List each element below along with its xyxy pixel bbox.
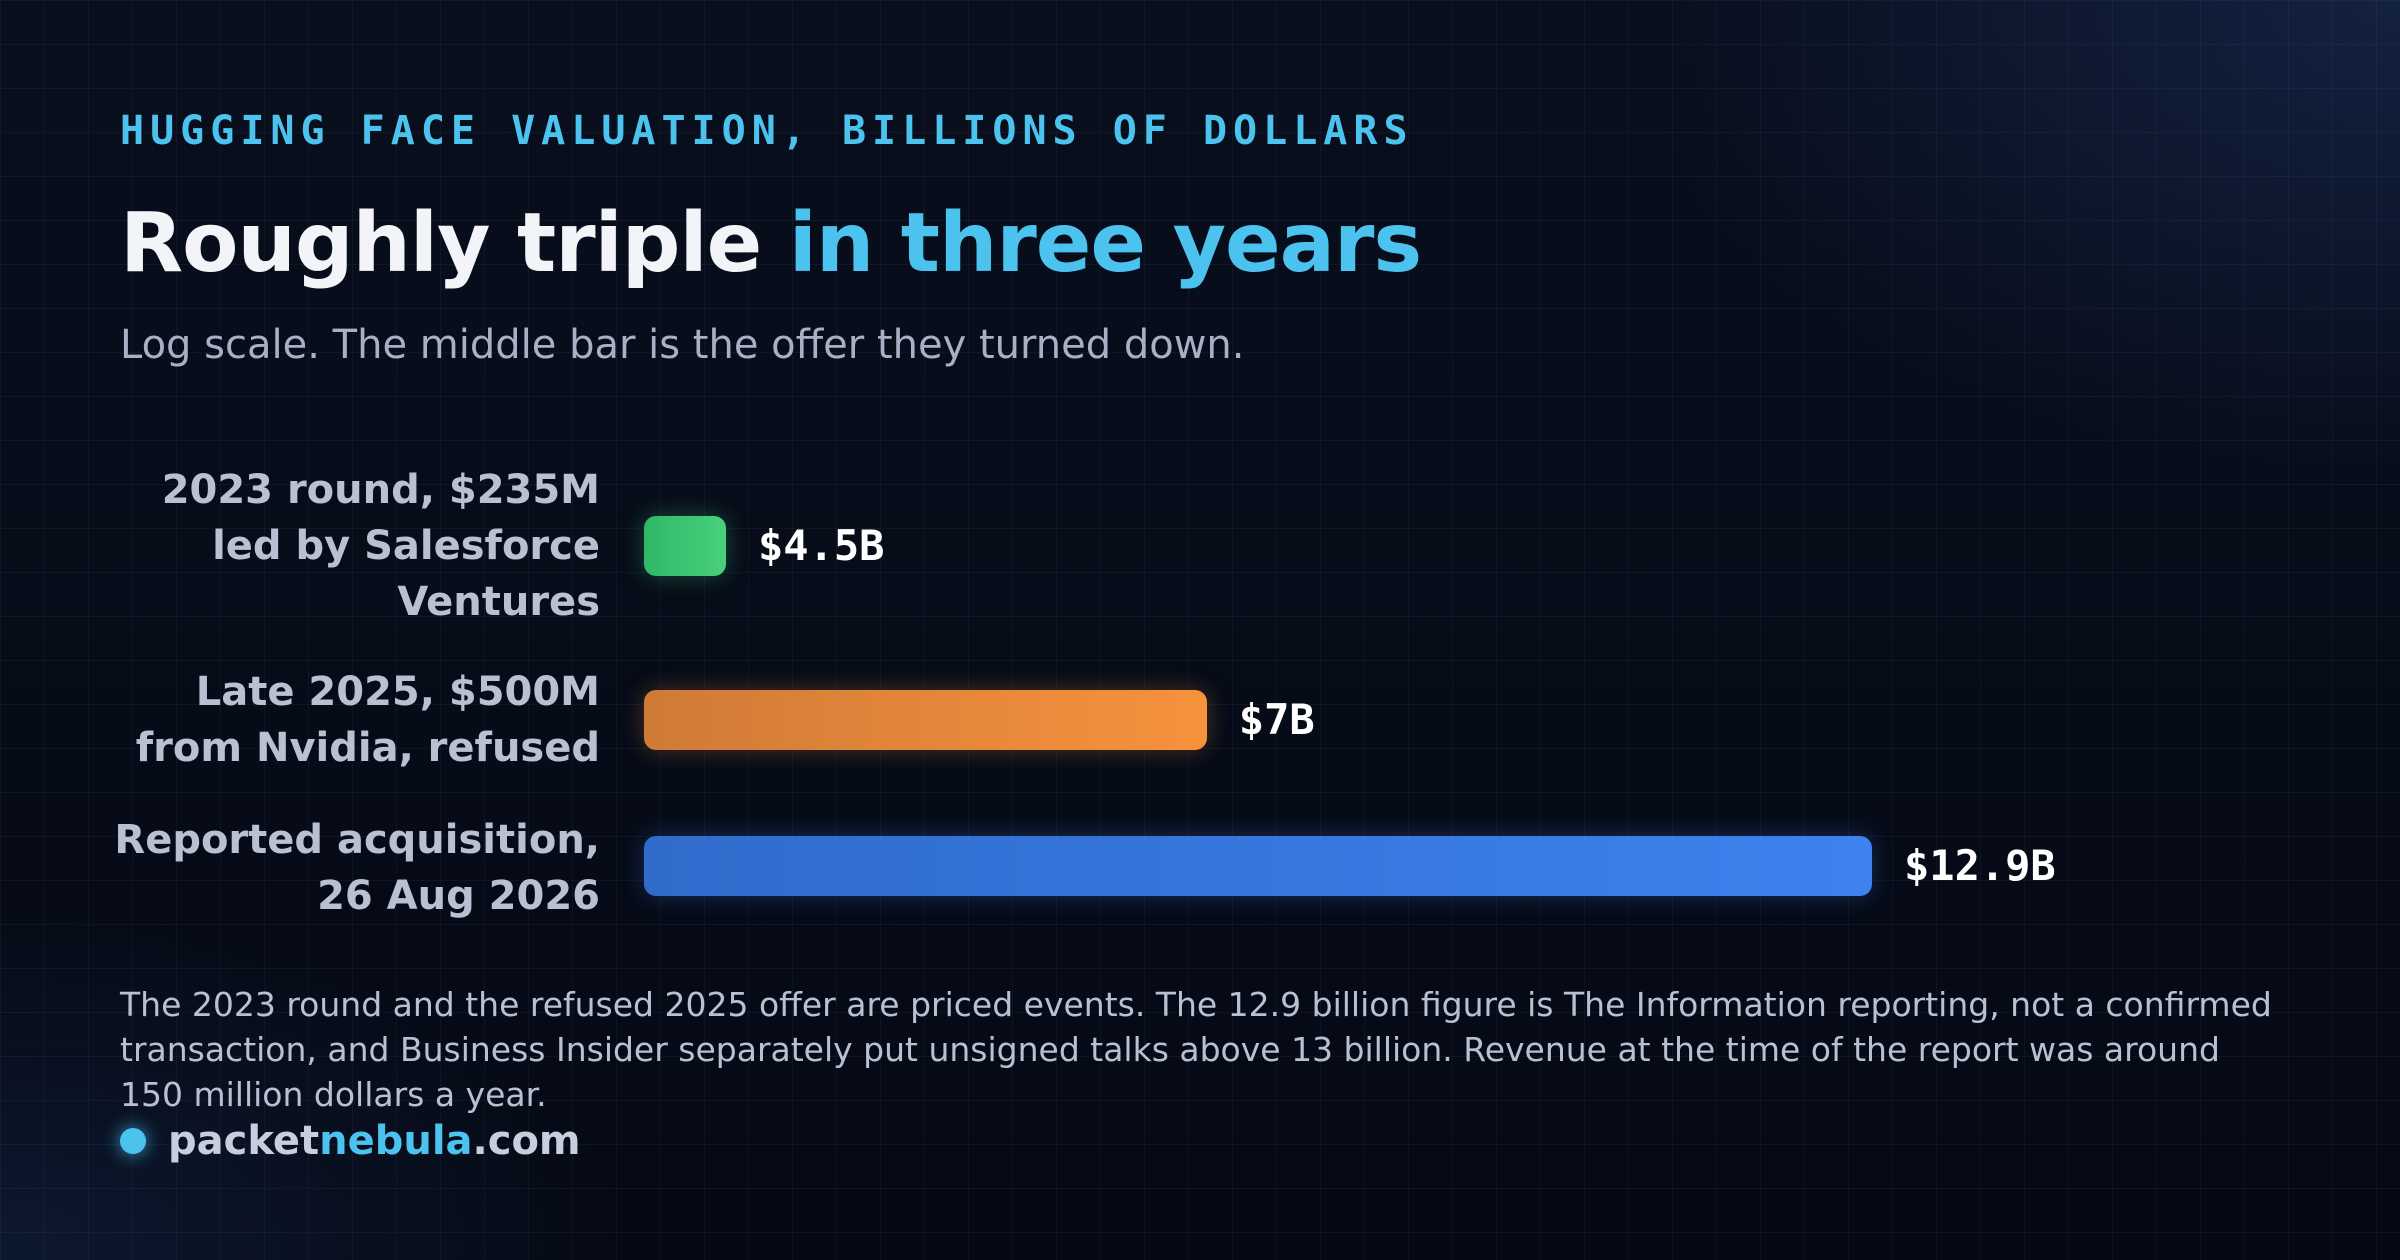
value-label: $7B bbox=[1238, 695, 1315, 744]
chart-kicker: HUGGING FACE VALUATION, BILLIONS OF DOLL… bbox=[120, 108, 1414, 154]
brand-credit: packetnebula.com bbox=[120, 1118, 581, 1164]
bar bbox=[644, 836, 1872, 896]
category-label: Late 2025, $500M from Nvidia, refused bbox=[135, 669, 600, 771]
value-label: $4.5B bbox=[758, 521, 885, 570]
title-accent: in three years bbox=[788, 196, 1422, 291]
category-label: Reported acquisition, 26 Aug 2026 bbox=[114, 817, 600, 919]
bar bbox=[644, 690, 1207, 750]
footnote: The 2023 round and the refused 2025 offe… bbox=[120, 985, 2272, 1114]
title-main: Roughly triple bbox=[120, 196, 789, 291]
bar bbox=[644, 516, 726, 576]
value-label: $12.9B bbox=[1904, 841, 2056, 890]
brand-name: packetnebula.com bbox=[168, 1118, 581, 1164]
category-label: 2023 round, $235M led by Salesforce Ventur… bbox=[161, 467, 600, 625]
brand-dot-icon bbox=[120, 1128, 146, 1154]
chart-title: Roughly triple in three years bbox=[120, 196, 1422, 291]
chart-subtitle: Log scale. The middle bar is the offer t… bbox=[120, 322, 1245, 368]
